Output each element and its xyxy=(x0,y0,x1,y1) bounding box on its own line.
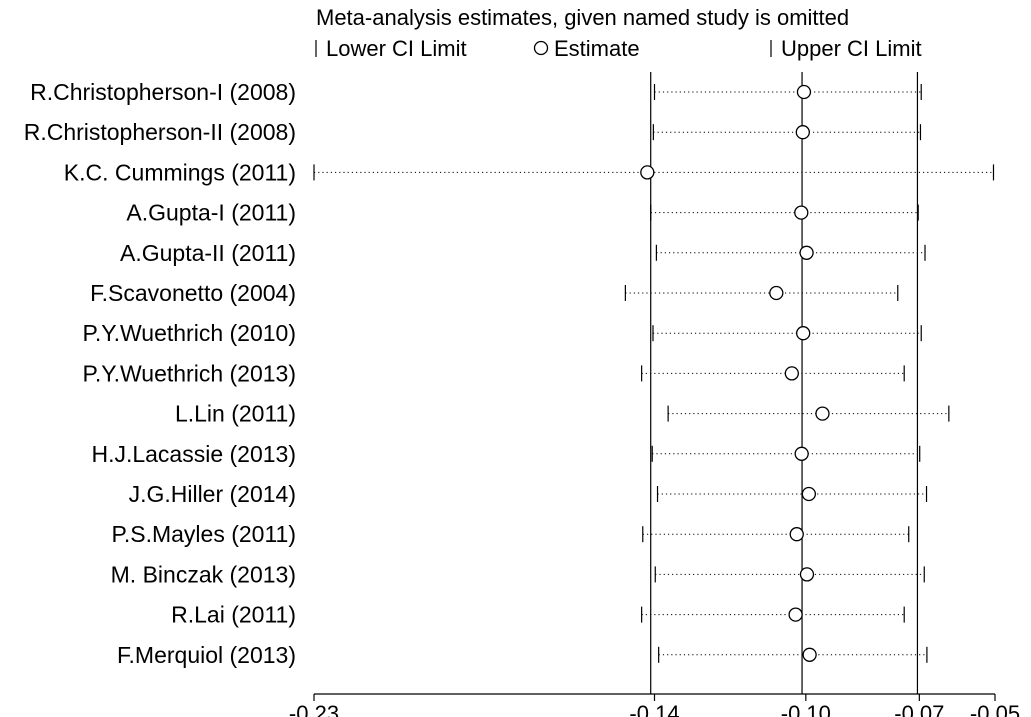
legend-label: Lower CI Limit xyxy=(326,36,467,61)
study-label: M. Binczak (2013) xyxy=(111,561,296,587)
legend-label: Estimate xyxy=(554,36,640,61)
legend-circle-symbol xyxy=(533,40,549,56)
estimate-marker xyxy=(794,205,809,220)
study-row: P.Y.Wuethrich (2013) xyxy=(82,360,905,386)
estimate-marker xyxy=(788,607,803,622)
legend-item-2: Upper CI Limit xyxy=(770,36,922,61)
estimate-marker xyxy=(795,125,810,140)
study-row: H.J.Lacassie (2013) xyxy=(91,441,921,467)
estimate-marker xyxy=(796,84,812,100)
study-label: A.Gupta-I (2011) xyxy=(126,200,296,226)
study-label: F.Scavonetto (2004) xyxy=(90,280,296,306)
study-label: F.Merquiol (2013) xyxy=(117,642,296,668)
estimate-marker xyxy=(769,285,784,301)
x-axis: -0.23 -0.14 -0.10 -0.07 -0.05 xyxy=(289,693,1020,717)
legend-item-1: Estimate xyxy=(533,36,640,61)
x-tick-label: -0.14 xyxy=(629,701,679,717)
study-row: J.G.Hiller (2014) xyxy=(129,481,928,507)
estimate-marker xyxy=(801,486,817,502)
study-label: K.C. Cummings (2011) xyxy=(64,159,296,185)
study-label: A.Gupta-II (2011) xyxy=(120,240,296,266)
study-row: P.Y.Wuethrich (2010) xyxy=(82,320,922,346)
study-label: L.Lin (2011) xyxy=(175,401,296,427)
reference-lines xyxy=(650,72,919,694)
study-row: K.C. Cummings (2011) xyxy=(64,159,995,185)
estimate-marker xyxy=(784,366,799,381)
study-label: R.Christopherson-I (2008) xyxy=(30,79,296,105)
study-rows: R.Christopherson-I (2008) R.Christopherso… xyxy=(24,79,995,668)
study-row: F.Merquiol (2013) xyxy=(117,642,928,668)
study-row: R.Lai (2011) xyxy=(171,602,905,628)
study-label: P.Y.Wuethrich (2013) xyxy=(82,360,296,386)
legend: Lower CI Limit Estimate Upper CI Limit xyxy=(315,36,922,61)
study-row: L.Lin (2011) xyxy=(175,401,950,427)
study-row: R.Christopherson-I (2008) xyxy=(30,79,922,105)
chart-title: Meta-analysis estimates, given named stu… xyxy=(316,5,849,30)
study-row: M. Binczak (2013) xyxy=(111,561,925,587)
study-label: R.Christopherson-II (2008) xyxy=(24,119,296,145)
study-label: P.S.Mayles (2011) xyxy=(111,521,296,547)
x-tick-label: -0.05 xyxy=(970,701,1020,717)
study-row: P.S.Mayles (2011) xyxy=(111,521,910,547)
estimate-marker xyxy=(799,567,815,582)
study-label: H.J.Lacassie (2013) xyxy=(91,441,296,467)
estimate-marker xyxy=(789,527,804,542)
study-row: R.Christopherson-II (2008) xyxy=(24,119,922,145)
legend-label: Upper CI Limit xyxy=(781,36,922,61)
estimate-marker xyxy=(802,647,817,662)
study-label: P.Y.Wuethrich (2010) xyxy=(82,320,296,346)
estimate-marker xyxy=(796,326,811,341)
x-tick-label: -0.10 xyxy=(781,701,831,717)
study-label: J.G.Hiller (2014) xyxy=(129,481,296,507)
estimate-marker xyxy=(799,245,814,260)
study-row: A.Gupta-II (2011) xyxy=(120,240,926,266)
estimate-marker xyxy=(794,446,809,461)
study-label: R.Lai (2011) xyxy=(171,602,296,628)
legend-item-0: Lower CI Limit xyxy=(315,36,467,61)
study-row: A.Gupta-I (2011) xyxy=(126,200,919,226)
x-tick-label: -0.23 xyxy=(289,701,339,717)
study-row: F.Scavonetto (2004) xyxy=(90,280,899,306)
estimate-marker xyxy=(640,165,655,180)
x-tick-label: -0.07 xyxy=(894,701,944,717)
estimate-marker xyxy=(815,406,830,421)
